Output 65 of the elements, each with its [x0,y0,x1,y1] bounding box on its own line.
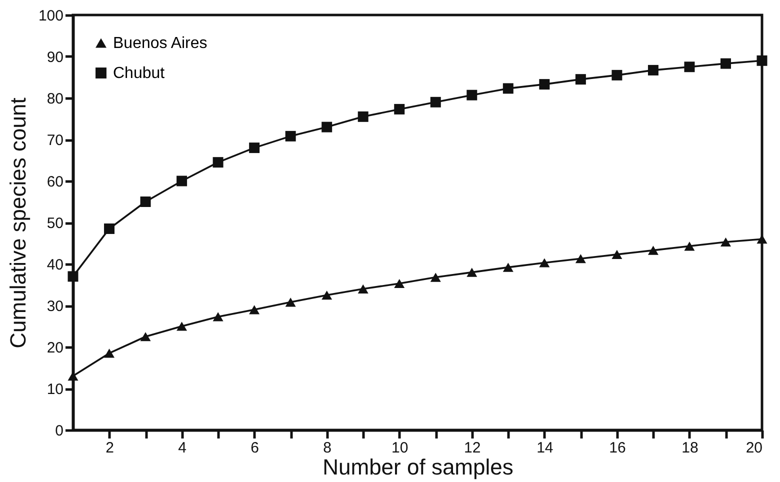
x-tick-label: 20 [746,440,762,456]
point [212,157,224,168]
point [612,70,622,80]
x-tick-label: 14 [536,440,554,456]
point [394,278,405,288]
point [430,272,441,282]
point [104,223,115,234]
y-axis-title: Cumulative species count [5,98,30,348]
y-tick-label: 80 [46,90,64,108]
x-tick-label: 18 [682,440,698,456]
point [684,242,695,251]
y-tick-label: 90 [46,49,64,66]
x-axis-title: Number of samples [322,454,514,480]
x-tick-label: 6 [250,440,259,456]
point [140,332,151,342]
legend-label: Chubut [113,65,166,82]
y-tick-label: 70 [46,132,64,149]
x-tick-label: 16 [609,440,626,456]
point [539,258,550,268]
y-tick-label: 20 [46,340,64,356]
x-tick-label: 4 [178,440,186,456]
point [68,271,78,282]
point [212,312,224,322]
point [140,196,151,207]
point [575,254,586,264]
point [720,237,731,247]
point [720,58,731,69]
point [285,298,296,307]
x-tick-label: 12 [464,440,481,456]
y-tick-label: 30 [46,298,64,315]
point [648,246,658,255]
point [648,64,658,76]
point [756,234,768,244]
point [249,142,260,154]
point [756,55,768,66]
point [176,322,188,331]
point [322,290,332,300]
point [285,130,296,142]
point [358,284,368,294]
y-tick-label: 50 [46,215,64,232]
point [394,104,405,114]
x-tick-label: 10 [392,440,408,456]
y-tick-label: 40 [46,256,64,274]
point [104,348,115,358]
point [466,268,478,277]
point [358,111,368,122]
y-tick-label: 100 [38,8,64,24]
y-tick-label: 0 [55,422,64,440]
point [466,90,478,100]
y-tick-label: 10 [46,381,64,398]
x-tick-label: 8 [323,440,332,456]
point [502,262,514,272]
x-tick-label: 2 [106,440,114,456]
point [575,74,586,85]
point [322,122,332,132]
point [502,83,514,94]
point [249,305,260,314]
point [539,79,550,90]
point [68,372,78,381]
point [176,176,188,186]
legend-label: Buenos Aires [113,35,208,52]
y-tick-label: 60 [46,174,64,190]
point [684,62,695,72]
point [612,250,622,259]
point [430,96,441,108]
